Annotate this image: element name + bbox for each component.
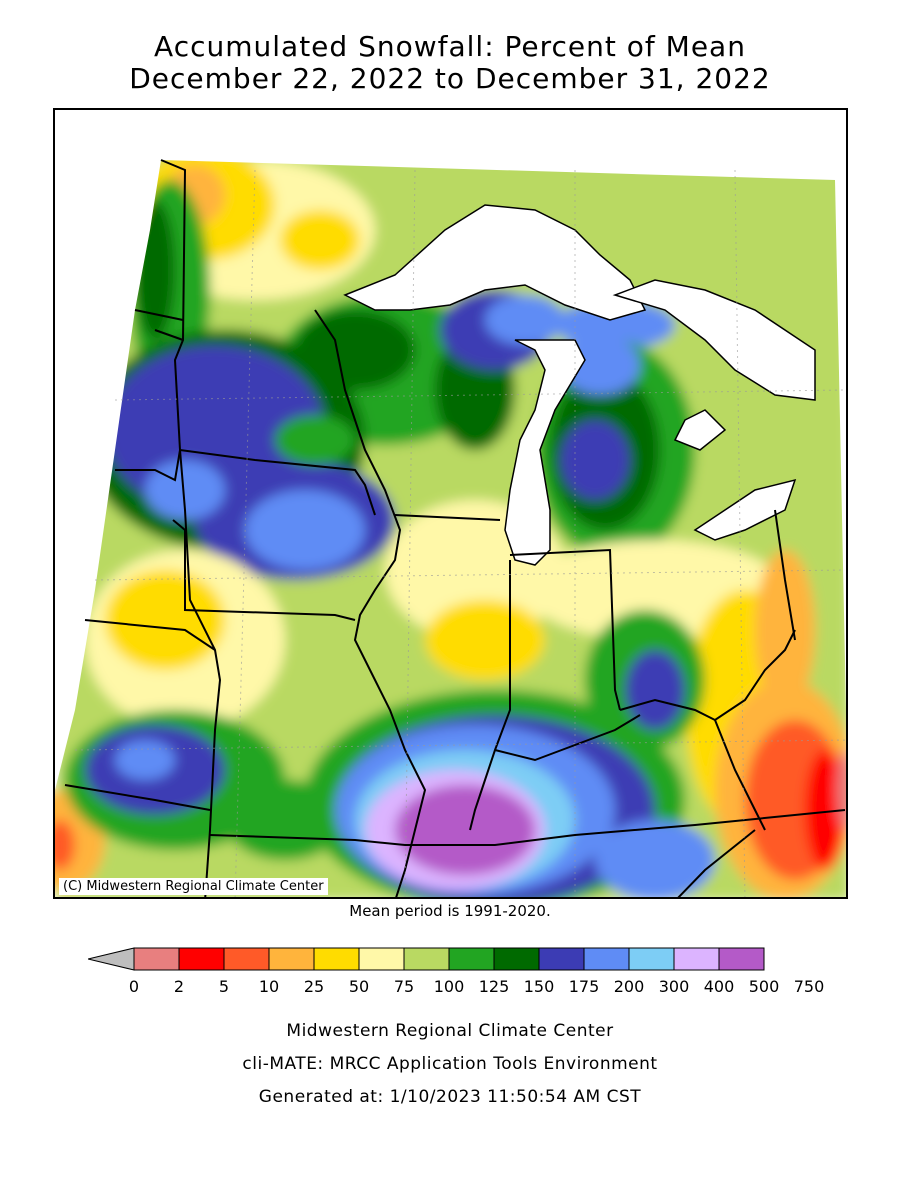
map-title-line1: Accumulated Snowfall: Percent of Mean bbox=[154, 30, 746, 63]
footer-org: Midwestern Regional Climate Center bbox=[286, 1021, 614, 1041]
legend-swatch-175 bbox=[538, 947, 585, 971]
color-legend: 0 2 5 10 25 50 75 100 125 150 175 200 300 400 500 750 bbox=[88, 947, 825, 996]
legend-swatch-75 bbox=[358, 947, 405, 971]
snowfall-contours bbox=[55, 160, 846, 897]
legend-swatch-200 bbox=[583, 947, 630, 971]
graticule bbox=[74, 169, 846, 897]
legend-label-2: 2 bbox=[174, 977, 184, 996]
legend-swatch-10 bbox=[223, 947, 270, 971]
legend-swatch-50 bbox=[313, 947, 360, 971]
legend-label-10: 10 bbox=[259, 977, 279, 996]
legend-swatch-100 bbox=[403, 947, 450, 971]
legend-label-25: 25 bbox=[304, 977, 324, 996]
legend-label-300: 300 bbox=[659, 977, 690, 996]
legend-label-400: 400 bbox=[704, 977, 735, 996]
legend-label-500: 500 bbox=[749, 977, 780, 996]
legend-label-0: 0 bbox=[129, 977, 139, 996]
credit-label: (C) Midwestern Regional Climate Center bbox=[59, 878, 328, 895]
legend-swatch-125 bbox=[448, 947, 495, 971]
legend-label-5: 5 bbox=[219, 977, 229, 996]
legend-swatch-2 bbox=[133, 947, 180, 971]
map-title-line2: December 22, 2022 to December 31, 2022 bbox=[129, 62, 771, 95]
legend-label-50: 50 bbox=[349, 977, 369, 996]
legend-arrow-0 bbox=[88, 947, 135, 971]
legend-label-75: 75 bbox=[394, 977, 414, 996]
legend-label-750: 750 bbox=[794, 977, 825, 996]
legend-swatch-300 bbox=[628, 947, 675, 971]
legend-label-125: 125 bbox=[479, 977, 510, 996]
legend-swatch-400 bbox=[673, 947, 720, 971]
mean-period-note: Mean period is 1991-2020. bbox=[349, 902, 551, 920]
state-boundaries bbox=[64, 159, 846, 897]
footer-generated: Generated at: 1/10/2023 11:50:54 AM CST bbox=[258, 1087, 642, 1107]
footer-tool: cli-MATE: MRCC Application Tools Environ… bbox=[242, 1054, 658, 1074]
legend-label-175: 175 bbox=[569, 977, 600, 996]
legend-label-200: 200 bbox=[614, 977, 645, 996]
snowfall-map: (C) Midwestern Regional Climate Center bbox=[53, 108, 848, 899]
legend-swatch-25 bbox=[268, 947, 315, 971]
legend-swatch-150 bbox=[493, 947, 540, 971]
legend-label-100: 100 bbox=[434, 977, 465, 996]
legend-swatch-500 bbox=[718, 947, 765, 971]
legend-swatch-5 bbox=[178, 947, 225, 971]
great-lakes bbox=[343, 204, 816, 566]
legend-label-150: 150 bbox=[524, 977, 555, 996]
map-canvas bbox=[55, 159, 846, 897]
